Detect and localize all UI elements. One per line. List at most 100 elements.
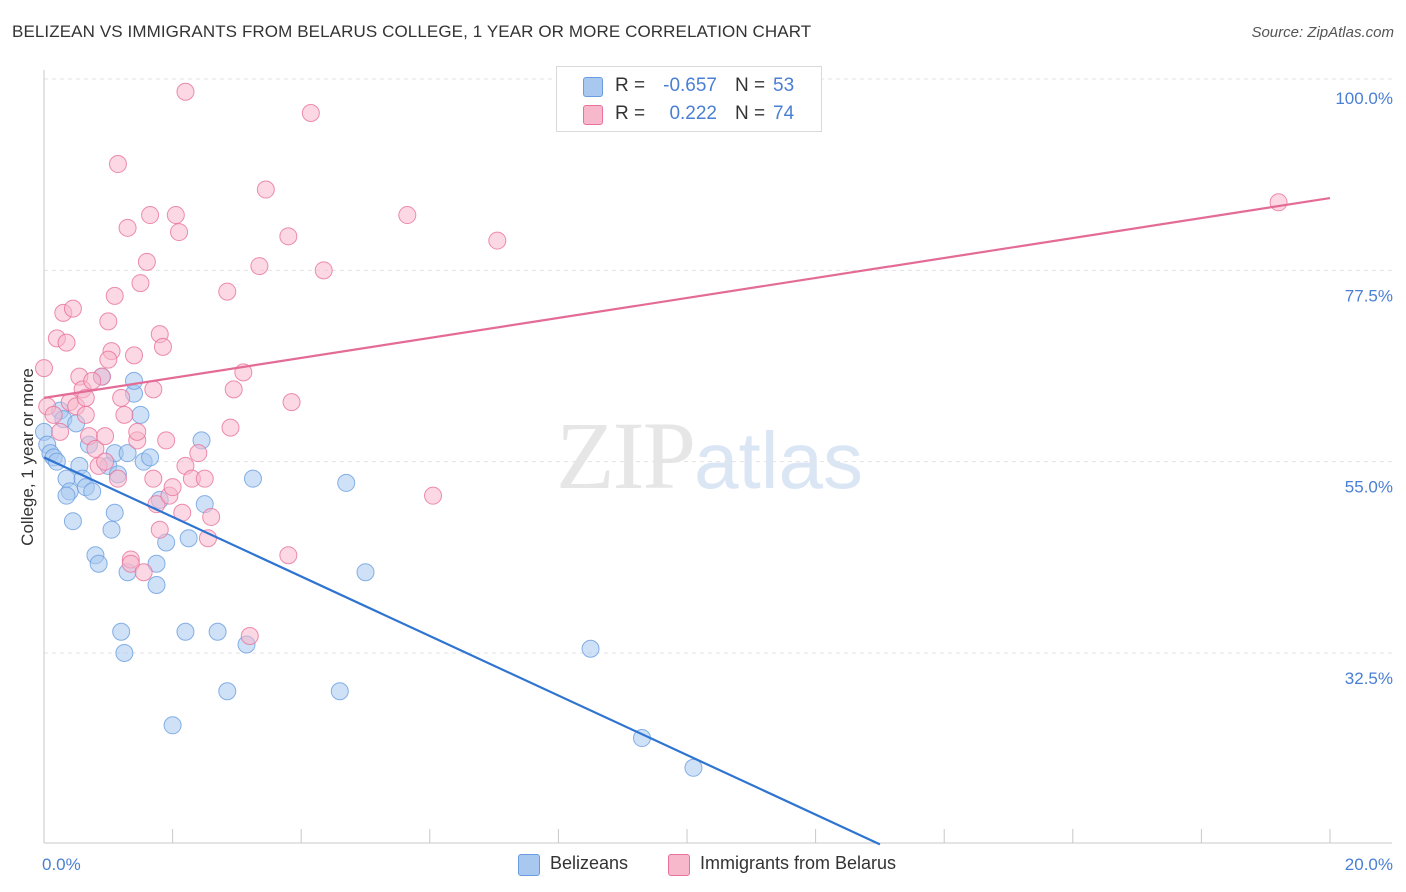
belarus-trend-line: [43, 196, 1331, 399]
watermark-atlas: atlas: [694, 416, 863, 505]
belizeans-point: [176, 622, 195, 641]
belarus-point: [83, 371, 102, 390]
belarus-point: [108, 469, 127, 488]
belarus-point: [282, 393, 301, 412]
belarus-point: [76, 405, 95, 424]
belarus-point: [1269, 193, 1288, 212]
belarus-point: [224, 380, 243, 399]
belarus-point: [125, 346, 144, 365]
belizeans-point: [179, 529, 198, 548]
belarus-point: [176, 82, 195, 101]
belarus-point: [256, 180, 275, 199]
belarus-point: [153, 337, 172, 356]
belarus-point: [488, 231, 507, 250]
watermark: ZIPatlas: [556, 400, 863, 511]
belarus-point: [144, 469, 163, 488]
n-value: 53: [773, 75, 795, 96]
r-label: R =: [615, 103, 646, 124]
trend-lines: [43, 196, 1331, 846]
belarus-point: [35, 359, 53, 378]
belarus-point: [137, 252, 156, 271]
belizeans-trend-line: [43, 456, 881, 846]
belizeans-point: [89, 554, 108, 573]
r-value: 0.222: [669, 103, 717, 124]
belizeans-point: [218, 682, 237, 701]
belizeans-point: [125, 371, 144, 390]
legend-label: Belizeans: [550, 853, 629, 873]
belarus-point: [128, 422, 147, 441]
belizeans-point: [356, 563, 375, 582]
belarus-point: [86, 439, 105, 458]
y-tick-label: 55.0%: [1345, 478, 1393, 497]
belizeans-point: [63, 512, 82, 531]
belarus-point: [96, 427, 115, 446]
belarus-swatch: [668, 854, 690, 876]
r-value: -0.657: [663, 75, 717, 96]
belizeans-point: [105, 503, 124, 522]
belarus-point: [314, 261, 333, 280]
belarus-point: [96, 452, 115, 471]
belarus-point: [115, 405, 134, 424]
n-label: N =: [735, 75, 766, 96]
belizeans-point: [112, 622, 131, 641]
belarus-swatch: [583, 105, 603, 125]
belizeans-point: [115, 644, 134, 662]
belarus-point: [108, 155, 127, 174]
belarus-point: [105, 286, 124, 305]
belarus-point: [221, 418, 240, 437]
belizeans-point: [330, 682, 349, 701]
belarus-point: [99, 312, 118, 331]
belizeans-point: [83, 482, 102, 501]
belizeans-point: [337, 473, 356, 492]
belarus-point: [195, 469, 214, 488]
belizeans-point: [243, 469, 262, 488]
belarus-point: [131, 274, 150, 293]
belizeans-point: [147, 554, 166, 573]
belarus-point: [150, 520, 169, 539]
y-axis-label: College, 1 year or more: [18, 368, 37, 546]
belarus-point: [250, 257, 269, 276]
belarus-point: [51, 422, 70, 441]
n-label: N =: [735, 103, 766, 124]
chart-title: BELIZEAN VS IMMIGRANTS FROM BELARUS COLL…: [12, 22, 812, 41]
belarus-point: [202, 507, 221, 526]
belarus-point: [240, 626, 259, 645]
belarus-point: [57, 333, 76, 352]
belarus-point: [163, 478, 182, 497]
belarus-point: [144, 380, 163, 399]
belizeans-swatch: [583, 77, 603, 97]
belizeans-point: [684, 758, 703, 777]
belizeans-point: [102, 520, 121, 539]
belarus-point: [99, 350, 118, 369]
belizeans-point: [57, 486, 76, 505]
watermark-zip: ZIP: [556, 402, 696, 509]
axis-labels: 32.5% 55.0% 77.5% 100.0% 0.0% 20.0% College, 1…: [18, 89, 1393, 874]
belarus-point: [218, 282, 237, 301]
stats-row-belizeans: R = -0.657 N = 53: [557, 71, 821, 101]
y-tick-label: 77.5%: [1345, 286, 1393, 305]
belarus-point: [279, 546, 298, 565]
belizeans-point: [141, 448, 160, 467]
belizeans-point: [131, 405, 150, 424]
axes: [43, 70, 1392, 844]
belizeans-point: [118, 444, 137, 463]
belarus-point: [134, 563, 153, 582]
belarus-point: [63, 299, 82, 318]
stats-row-belarus: R = 0.222 N = 74: [557, 99, 821, 129]
belizeans-swatch: [518, 854, 540, 876]
y-tick-label: 100.0%: [1335, 89, 1393, 108]
belarus-point: [301, 104, 320, 123]
n-value: 74: [773, 103, 795, 124]
y-tick-label: 32.5%: [1345, 669, 1393, 688]
belizeans-point: [581, 639, 600, 658]
belarus-point: [398, 206, 417, 225]
x-tick-label: 0.0%: [42, 855, 81, 874]
belarus-point: [279, 227, 298, 246]
belarus-point: [166, 206, 185, 225]
x-tick-label: 20.0%: [1345, 855, 1393, 874]
belizeans-point: [163, 716, 182, 735]
belarus-point: [189, 444, 208, 463]
belarus-point: [112, 388, 131, 407]
belarus-point: [44, 405, 63, 424]
